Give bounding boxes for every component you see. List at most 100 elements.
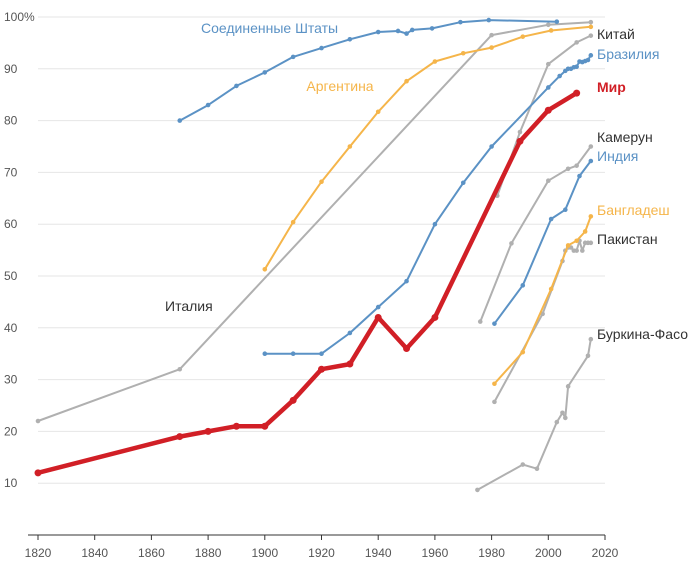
y-tick-label: 50 — [4, 269, 18, 283]
series-Соединенные-Штаты-point — [395, 28, 401, 34]
series-Италия-point — [35, 418, 41, 424]
series-Бразилия-point — [375, 304, 381, 310]
series-Аргентина-point — [520, 34, 526, 39]
series-Соединенные-Штаты-point — [262, 70, 268, 75]
series-Буркина-Фасо-point — [588, 336, 594, 342]
series-Соединенные-Штаты-point — [347, 36, 353, 42]
series-Соединенные-Штаты-point — [205, 102, 211, 108]
series-Бангладеш-point — [520, 349, 526, 355]
series-Мир-point — [289, 396, 297, 404]
series-Соединенные-Штаты-label: Соединенные Штаты — [201, 20, 338, 36]
series-Соединенные-Штаты-point — [177, 118, 183, 123]
series-Соединенные-Штаты-point — [290, 54, 296, 60]
x-tick-label: 2000 — [535, 546, 562, 560]
series-Индия-point — [492, 321, 497, 326]
axes: 10 20 30 40 50 60 70 80 90 100% 1820 1840 1860 1880 19… — [4, 10, 619, 560]
series-Индия-point — [520, 283, 526, 288]
series-Соединенные-Штаты-point — [404, 31, 409, 36]
series-Буркина-Фасо-point — [563, 415, 568, 421]
series-Мир — [34, 89, 581, 477]
series-Индия-point — [577, 173, 582, 179]
series-Камерун-line — [479, 145, 592, 323]
series-Буркина-Фасо-point — [475, 487, 480, 493]
series-Аргентина-point — [432, 59, 438, 64]
series-Аргентина-label: Аргентина — [306, 78, 373, 94]
series-Мир-point — [34, 469, 42, 477]
x-tick-label: 1980 — [478, 546, 505, 560]
series-Аргентина-point — [489, 45, 494, 50]
series-Соединенные-Штаты-point — [429, 26, 435, 31]
series-Буркина-Фасо-point — [534, 466, 540, 471]
series-Соединенные-Штаты-point — [409, 27, 415, 33]
series-Китай-point — [517, 129, 523, 135]
series-Соединенные-Штаты — [177, 17, 560, 123]
series-Буркина-Фасо-point — [565, 384, 571, 389]
series-Бангладеш-point — [588, 214, 594, 219]
series-Камерун-point — [565, 166, 571, 172]
series-Бразилия-point — [347, 330, 353, 336]
series-Бразилия — [262, 53, 594, 357]
series-Бразилия-point — [489, 144, 494, 149]
series-Буркина-Фасо-point — [560, 410, 565, 416]
series-Аргентина-point — [548, 28, 554, 33]
series-Бразилия-point — [585, 57, 591, 63]
series-Соединенные-Штаты-point — [234, 83, 239, 89]
series-Мир-point — [431, 313, 439, 321]
series-Буркина-Фасо-point — [520, 462, 526, 467]
series-Бангладеш-point — [574, 238, 579, 244]
series-Пакистан-label: Пакистан — [597, 231, 658, 247]
series-Бразилия-point — [432, 221, 438, 227]
series-Аргентина-point — [347, 144, 353, 149]
gridlines — [38, 16, 605, 484]
x-tick-label: 1820 — [25, 546, 52, 560]
series-Мир-point — [544, 106, 552, 114]
series-Аргентина-point — [262, 266, 268, 272]
series-Бангладеш-label: Бангладеш — [597, 202, 670, 218]
y-tick-label: 30 — [4, 373, 18, 387]
series-Бангладеш-point — [582, 229, 588, 234]
series-Буркина-Фасо-point — [554, 419, 560, 425]
series-Мир-label: Мир — [597, 79, 626, 95]
series-Аргентина-point — [588, 24, 594, 30]
series-Мир-point — [516, 137, 524, 145]
series-Италия-point — [546, 22, 551, 28]
series-Мир-point — [374, 313, 382, 321]
series-Бразилия-point — [404, 278, 409, 284]
series-Бразилия-point — [319, 351, 324, 357]
series-Китай-label: Китай — [597, 26, 635, 42]
series-Камерун-point — [546, 178, 551, 183]
series-Камерун-label: Камерун — [597, 129, 653, 145]
x-tick-label: 1840 — [81, 546, 108, 560]
series-Камерун — [477, 144, 594, 324]
series-Камерун-point — [574, 163, 579, 168]
series-Италия-point — [489, 32, 494, 38]
x-tick-label: 1900 — [251, 546, 278, 560]
y-tick-label: 10 — [4, 476, 18, 490]
series-Бангладеш-point — [492, 381, 497, 387]
series-Мир-point — [204, 427, 212, 435]
series-Мир-line — [35, 90, 579, 476]
y-tick-label: 40 — [4, 321, 18, 335]
series-Буркина-Фасо-line — [476, 338, 592, 491]
series-Бразилия-point — [557, 73, 562, 79]
series-Бангладеш-point — [565, 243, 571, 248]
series-Пакистан-line — [493, 239, 592, 403]
series-Италия-point — [177, 366, 183, 372]
series-Мир-point — [232, 422, 240, 430]
series-Камерун-point — [588, 144, 594, 149]
series-Пакистан-point — [492, 399, 497, 405]
series-Бразилия-point — [574, 64, 579, 70]
series-Бразилия-label: Бразилия — [597, 46, 659, 62]
series-Соединенные-Штаты-point — [554, 19, 560, 24]
series-Бразилия-point — [262, 351, 268, 357]
series-Мир-point — [176, 433, 184, 441]
series-Аргентина-point — [460, 50, 466, 56]
series-Буркина-Фасо-point — [585, 353, 591, 359]
series-Китай-point — [588, 33, 594, 38]
series-Аргентина-point — [290, 219, 296, 225]
series-Аргентина — [262, 24, 594, 272]
series-Италия-point — [588, 19, 594, 25]
series-Буркина-Фасо-label: Буркина-Фасо — [597, 326, 688, 342]
series-Италия-label: Италия — [165, 298, 213, 314]
